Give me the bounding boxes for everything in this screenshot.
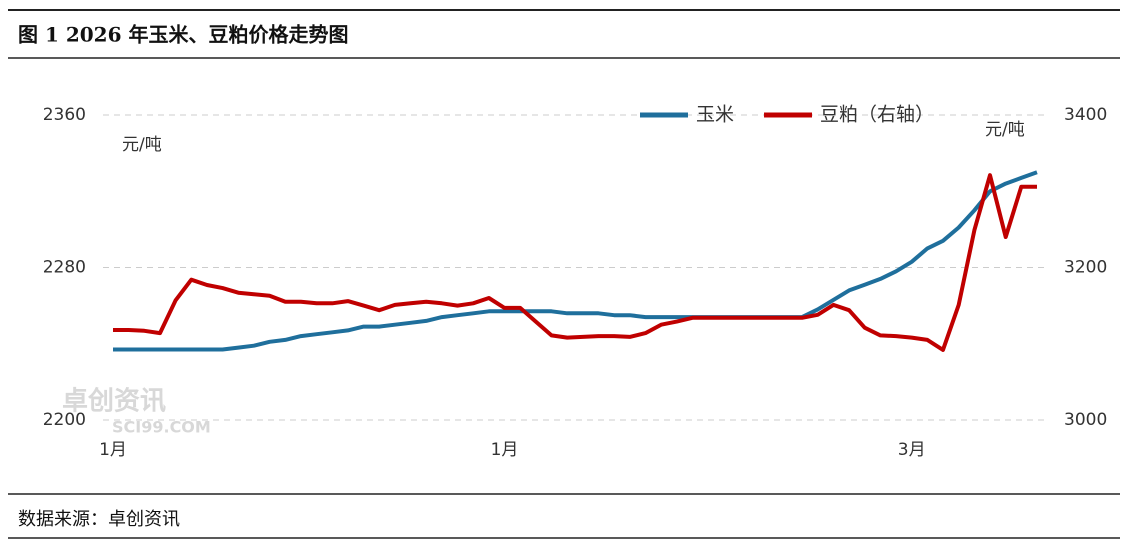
y-tick-label: 2280 (43, 258, 86, 278)
watermark: 卓创资讯 (62, 387, 166, 417)
y2-unit: 元/吨 (985, 120, 1025, 140)
x-tick-label: 1月 (491, 440, 519, 460)
y2-tick-label: 3000 (1064, 410, 1107, 430)
x-tick-label: 1月 (99, 440, 127, 460)
y-tick-label: 2360 (43, 105, 86, 125)
source: 数据来源：卓创资讯 (18, 509, 180, 530)
legend-label: 玉米 (696, 104, 734, 126)
y-unit: 元/吨 (122, 135, 162, 155)
y-tick-label: 2200 (43, 410, 86, 430)
y2-tick-label: 3200 (1064, 258, 1107, 278)
x-tick-label: 3月 (898, 440, 926, 460)
chart-title: 图 1 2026 年玉米、豆粕价格走势图 (18, 23, 348, 47)
series-line (113, 173, 1037, 352)
watermark: SCI99.COM (112, 418, 211, 437)
y2-tick-label: 3400 (1064, 105, 1107, 125)
series-line (113, 170, 1038, 352)
legend-label: 豆粕（右轴） (820, 104, 934, 126)
